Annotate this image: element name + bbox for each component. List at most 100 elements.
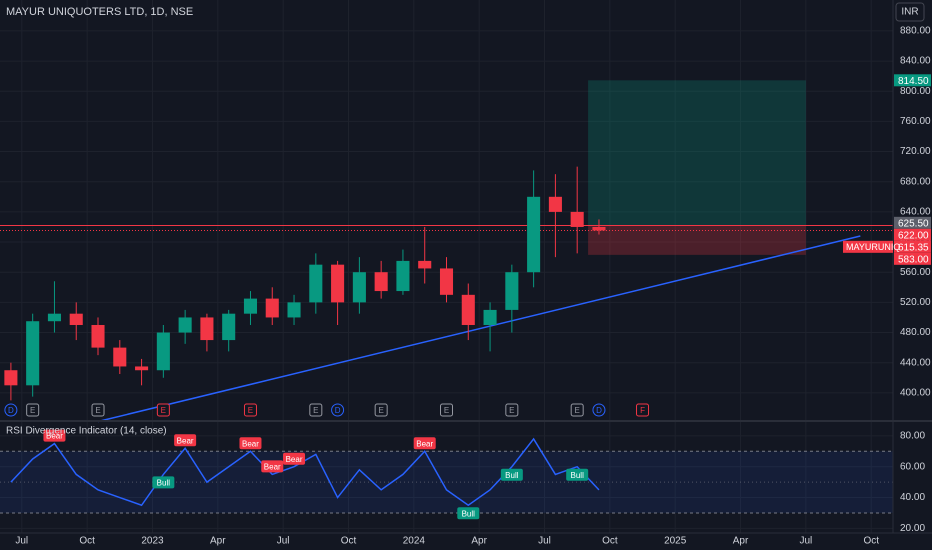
y-tick-label: 80.00: [900, 431, 925, 442]
event-marker: [156, 403, 170, 417]
signal-label: Bull: [571, 471, 585, 480]
x-tick-label: Jul: [15, 536, 28, 547]
price-badge: [894, 228, 931, 241]
candle-body: [200, 317, 214, 341]
event-marker: [374, 403, 388, 417]
signal-label: Bear: [416, 439, 433, 448]
candle-body: [178, 317, 192, 333]
x-tick-label: Oct: [79, 536, 95, 547]
candle-body: [222, 313, 236, 341]
y-tick-label: 720.00: [900, 146, 931, 157]
x-tick-label: Jul: [538, 536, 551, 547]
y-tick-label: 840.00: [900, 56, 931, 67]
stop-zone: [588, 225, 806, 255]
candle-body: [91, 324, 105, 348]
y-tick-label: 760.00: [900, 116, 931, 127]
event-label: E: [30, 406, 35, 415]
x-tick-label: Jul: [799, 536, 812, 547]
x-tick-label: Oct: [602, 536, 618, 547]
candle-body: [418, 260, 432, 269]
currency[interactable]: INR: [901, 7, 918, 18]
x-tick-label: 2023: [141, 536, 164, 547]
signal-label: Bull: [505, 471, 519, 480]
y-tick-label: 40.00: [900, 492, 925, 503]
signal-label: Bear: [264, 463, 281, 472]
event-marker: [26, 403, 40, 417]
symbol-badge: [843, 240, 893, 253]
price-badge-label: 625.50: [898, 218, 929, 229]
signal-badge: [152, 476, 175, 489]
signal-label: Bear: [46, 432, 63, 441]
y-tick-label: 800.00: [900, 86, 931, 97]
candle-body: [26, 321, 40, 386]
y-tick-label: 480.00: [900, 327, 931, 338]
signal-label: Bear: [242, 439, 259, 448]
candle-body: [135, 366, 149, 371]
candle-body: [461, 294, 475, 325]
event-marker: [243, 403, 257, 417]
candle-body: [505, 272, 519, 310]
rsi-band: [0, 451, 893, 513]
signal-badge: [566, 468, 589, 481]
currency-button[interactable]: [895, 2, 925, 22]
event-label: D: [335, 406, 341, 415]
y-tick-label: 880.00: [900, 26, 931, 37]
signal-badge: [174, 434, 197, 447]
chart-title: MAYUR UNIQUOTERS LTD, 1D, NSE: [6, 6, 193, 18]
signal-badge: [43, 429, 66, 442]
event-marker: [570, 403, 584, 417]
event-label: E: [95, 406, 100, 415]
event-label: F: [640, 406, 645, 415]
candle-body: [309, 264, 323, 303]
y-tick-label: 400.00: [900, 387, 931, 398]
candle-body: [47, 313, 61, 322]
price-badge-label: 615.35: [898, 242, 929, 253]
x-tick-label: 2024: [403, 536, 426, 547]
candle-body: [374, 272, 388, 292]
event-label: D: [596, 406, 602, 415]
x-tick-label: Apr: [471, 536, 487, 547]
candle-body: [439, 268, 454, 295]
event-label: E: [575, 406, 580, 415]
candle-body: [265, 298, 279, 318]
candle-body: [527, 196, 541, 273]
plot: D E E E E E D E E E E D F Bear Bull Bear Bear Bear Bear Bea…: [0, 80, 893, 520]
price-badge: [894, 74, 931, 87]
event-marker: [636, 403, 650, 417]
candle-body: [352, 272, 366, 303]
signal-label: Bear: [177, 436, 194, 445]
y-tick-label: 560.00: [900, 267, 931, 278]
candle-body: [592, 226, 606, 231]
x-tick-label: Jul: [277, 536, 290, 547]
candle-body: [243, 298, 258, 314]
event-label: E: [444, 406, 449, 415]
y-tick-label: 680.00: [900, 176, 931, 187]
price-badge-label: 583.00: [898, 254, 929, 265]
symbol-label: MAYURUNIQ: [846, 242, 900, 252]
event-label: E: [509, 406, 514, 415]
candle-body: [156, 332, 170, 371]
signal-badge: [261, 460, 284, 473]
candle-body: [396, 260, 410, 292]
candle-body: [548, 196, 562, 212]
event-label: D: [8, 406, 14, 415]
event-marker: [331, 403, 345, 417]
event-label: E: [313, 406, 318, 415]
signal-badge: [283, 452, 306, 465]
candle-body: [287, 302, 301, 318]
price-badge: [894, 252, 931, 265]
signal-label: Bull: [462, 509, 476, 518]
x-tick-label: Apr: [210, 536, 226, 547]
y-tick-label: 440.00: [900, 357, 931, 368]
signal-badge: [500, 468, 523, 481]
x-tick-label: Oct: [863, 536, 879, 547]
price-badge: [894, 240, 931, 253]
x-tick-label: 2025: [664, 536, 687, 547]
rsi-title: RSI Divergence Indicator (14, close): [6, 426, 167, 437]
event-label: E: [378, 406, 383, 415]
x-tick-label: Apr: [733, 536, 749, 547]
y-tick-label: 640.00: [900, 207, 931, 218]
signal-badge: [239, 437, 262, 450]
y-tick-label: 60.00: [900, 461, 925, 472]
signal-label: Bear: [286, 455, 303, 464]
